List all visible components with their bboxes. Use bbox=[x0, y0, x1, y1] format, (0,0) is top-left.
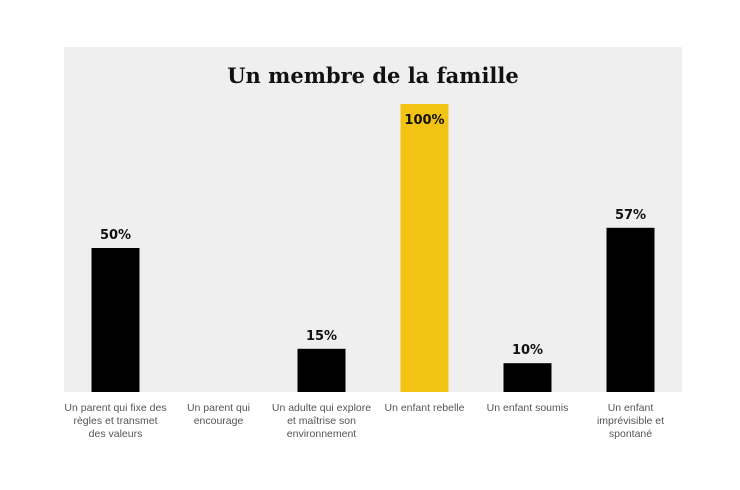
category-label-line: Un adulte qui explore bbox=[272, 402, 371, 414]
chart-title: Un membre de la famille bbox=[227, 63, 519, 88]
value-label-3: 100% bbox=[404, 113, 444, 128]
bar-3 bbox=[400, 104, 449, 392]
value-label-5: 57% bbox=[615, 208, 646, 223]
category-label-line: des valeurs bbox=[89, 428, 143, 440]
category-label-line: Un enfant soumis bbox=[487, 402, 569, 414]
category-label-line: encourage bbox=[194, 415, 244, 427]
bar-4 bbox=[503, 363, 552, 392]
bar-5 bbox=[606, 227, 655, 392]
category-label-3: Un enfant rebelle bbox=[385, 402, 465, 414]
category-label-4: Un enfant soumis bbox=[487, 402, 569, 414]
category-label-1: Un parent qui encourage bbox=[187, 402, 250, 427]
bars-group bbox=[91, 104, 655, 392]
category-label-line: spontané bbox=[609, 428, 652, 440]
category-label-line: Un enfant rebelle bbox=[385, 402, 465, 414]
bar-2 bbox=[297, 348, 346, 392]
category-label-line: Un parent qui bbox=[187, 402, 250, 414]
value-labels-group: 50% 15% 100% 10% 57% bbox=[100, 113, 646, 358]
category-label-line: imprévisible et bbox=[597, 415, 664, 427]
plot-background bbox=[64, 47, 682, 392]
value-label-4: 10% bbox=[512, 343, 543, 358]
category-label-line: et maîtrise son bbox=[287, 415, 356, 427]
bar-0 bbox=[91, 248, 140, 392]
category-labels-group: Un parent qui fixe des règles et transmet… bbox=[64, 402, 664, 440]
category-label-line: Un enfant bbox=[608, 402, 654, 414]
category-label-line: environnement bbox=[287, 428, 357, 440]
category-label-2: Un adulte qui explore et maîtrise son envi… bbox=[272, 402, 371, 440]
category-label-line: règles et transmet bbox=[73, 415, 157, 427]
category-label-line: Un parent qui fixe des bbox=[64, 402, 166, 414]
category-label-0: Un parent qui fixe des règles et transmet… bbox=[64, 402, 166, 440]
value-label-2: 15% bbox=[306, 329, 337, 344]
category-label-5: Un enfant imprévisible et spontané bbox=[597, 402, 664, 440]
value-label-0: 50% bbox=[100, 228, 131, 243]
